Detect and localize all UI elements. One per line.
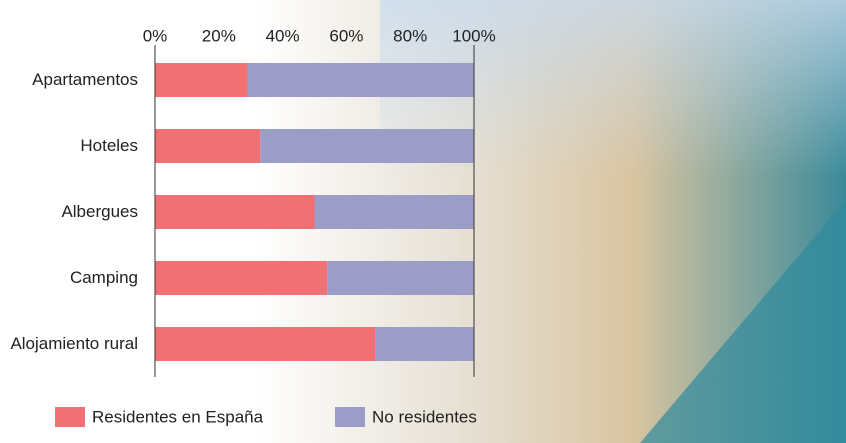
bar-segment: [155, 63, 248, 97]
category-label: Hoteles: [80, 136, 138, 155]
category-label: Albergues: [61, 202, 138, 221]
bar-segment: [155, 129, 261, 163]
bar-segment: [327, 261, 474, 295]
bar-segment: [247, 63, 474, 97]
x-tick-label: 100%: [452, 26, 495, 45]
bar-segment: [155, 327, 376, 361]
x-tick-label: 40%: [266, 26, 300, 45]
x-tick-label: 0%: [143, 26, 168, 45]
legend-swatch: [335, 407, 365, 427]
legend-label: Residentes en España: [92, 407, 264, 426]
x-tick-label: 60%: [329, 26, 363, 45]
x-tick-label: 20%: [202, 26, 236, 45]
sea: [640, 200, 846, 443]
bar-segment: [155, 261, 328, 295]
bar-segment: [155, 195, 315, 229]
bar-segment: [314, 195, 474, 229]
category-label: Apartamentos: [32, 70, 138, 89]
legend-swatch: [55, 407, 85, 427]
bar-segment: [260, 129, 474, 163]
legend-label: No residentes: [372, 407, 477, 426]
x-tick-label: 80%: [393, 26, 427, 45]
category-label: Camping: [69, 268, 138, 287]
category-label: Alojamiento rural: [10, 334, 138, 353]
bar-segment: [375, 327, 474, 361]
